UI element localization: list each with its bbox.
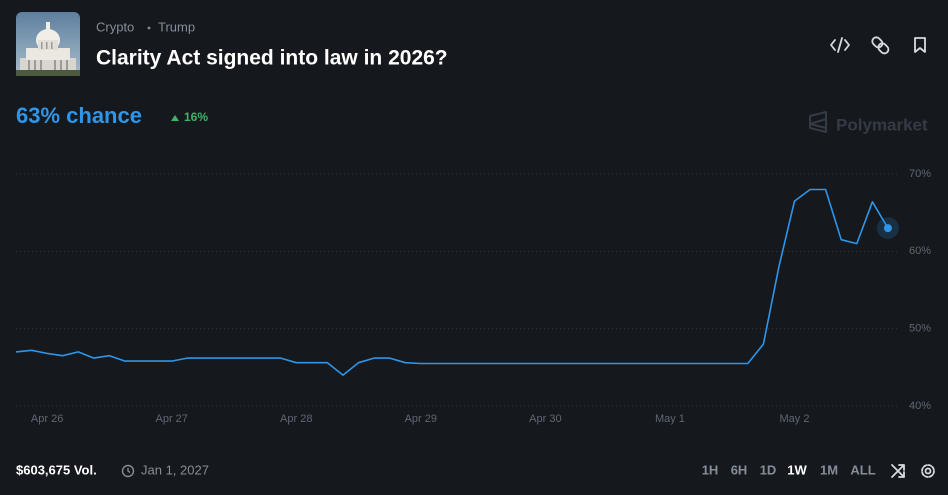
range-option[interactable]: ALL [850, 462, 875, 477]
volume: $603,675 Vol. [16, 462, 97, 477]
market-image [16, 12, 80, 76]
separator [147, 26, 151, 30]
range-option[interactable]: 6H [731, 462, 748, 477]
y-tick-label: 70% [909, 168, 931, 180]
bookmark-icon[interactable] [914, 37, 926, 53]
x-tick-label: Apr 30 [529, 413, 561, 425]
tag[interactable]: Crypto [96, 19, 134, 34]
last-point [883, 224, 892, 233]
range-selector: 1H 6H 1D 1W 1M ALL [702, 462, 876, 477]
x-tick-label: Apr 28 [280, 413, 312, 425]
brand-logo [809, 111, 827, 133]
y-tick-label: 50% [909, 323, 931, 335]
chart: 40% 50% 60% 70% Apr 26 Apr 27 Apr 28 Apr 29 Apr … [15, 168, 931, 425]
range-option[interactable]: 1W [787, 462, 807, 477]
series-line [15, 188, 889, 376]
shuffle-icon[interactable] [891, 464, 905, 478]
x-tick-label: May 2 [780, 413, 810, 425]
change-arrow [171, 115, 179, 121]
change: 16% [184, 110, 208, 124]
settings-icon[interactable] [921, 464, 935, 478]
x-tick-label: Apr 27 [155, 413, 187, 425]
end-date: Jan 1, 2027 [141, 462, 209, 477]
clock-icon [121, 464, 135, 478]
x-tick-label: Apr 26 [31, 413, 63, 425]
link-icon[interactable] [871, 36, 890, 55]
range-option[interactable]: 1M [820, 462, 838, 477]
range-option[interactable]: 1D [760, 462, 777, 477]
brand: Polymarket [836, 115, 928, 134]
tag[interactable]: Trump [158, 19, 195, 34]
x-tick-label: May 1 [655, 413, 685, 425]
probability: 63% chance [16, 103, 142, 128]
x-tick-label: Apr 29 [405, 413, 437, 425]
y-tick-label: 40% [909, 400, 931, 412]
market-title: Clarity Act signed into law in 2026? [96, 47, 448, 70]
y-tick-label: 60% [909, 245, 931, 257]
embed-icon[interactable] [830, 37, 850, 53]
range-option[interactable]: 1H [702, 462, 719, 477]
